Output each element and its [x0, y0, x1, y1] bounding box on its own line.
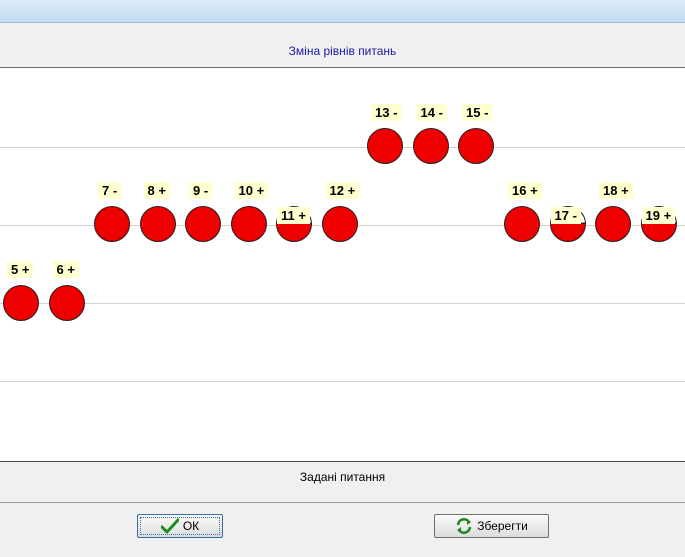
question-ball-10[interactable] [230, 206, 267, 242]
divider [0, 461, 685, 462]
question-ball-8[interactable] [139, 206, 176, 242]
question-label-5: 5 + [7, 261, 34, 278]
divider [0, 67, 685, 68]
question-label-13: 13 - [371, 104, 402, 121]
window-titlebar [0, 0, 685, 23]
question-label-8: 8 + [143, 182, 170, 199]
question-label-12: 12 + [325, 182, 360, 199]
check-icon [160, 518, 179, 534]
question-label-15: 15 - [462, 104, 493, 121]
divider [0, 502, 685, 503]
question-ball-9[interactable] [185, 206, 221, 242]
save-button-label: Зберегти [477, 519, 528, 533]
question-label-11: 11 + [277, 207, 310, 224]
question-ball-13[interactable] [367, 128, 403, 164]
level-gridline [0, 381, 685, 382]
ok-button[interactable]: ОК [137, 514, 223, 538]
question-ball-12[interactable] [321, 206, 358, 242]
refresh-icon [455, 518, 473, 534]
question-ball-15[interactable] [458, 128, 494, 164]
question-ball-16[interactable] [504, 206, 540, 242]
question-label-14: 14 - [416, 104, 447, 121]
question-label-10: 10 + [234, 182, 269, 199]
ok-button-label: ОК [182, 519, 200, 533]
question-ball-14[interactable] [412, 128, 449, 164]
question-label-7: 7 - [98, 182, 122, 199]
save-button[interactable]: Зберегти [434, 514, 549, 538]
question-label-6: 6 + [52, 261, 79, 278]
question-ball-5[interactable] [3, 285, 39, 321]
question-label-9: 9 - [189, 182, 213, 199]
levels-chart: 5 + 6 + 7 - 8 + 9 - 10 + 11 + 12 + 13 - 14 - 15 - 1… [0, 68, 685, 462]
level-gridline [0, 303, 685, 304]
level-gridline [0, 147, 685, 148]
section-label: Задані питання [299, 470, 386, 484]
question-label-19: 19 + [641, 207, 676, 224]
question-label-16: 16 + [508, 182, 542, 199]
page-title: Зміна рівнів питань [288, 44, 397, 58]
question-ball-7[interactable] [94, 206, 130, 242]
question-ball-6[interactable] [48, 285, 85, 321]
question-label-18: 18 + [599, 182, 633, 199]
question-label-17: 17 - [550, 207, 581, 224]
question-ball-18[interactable] [595, 206, 631, 242]
